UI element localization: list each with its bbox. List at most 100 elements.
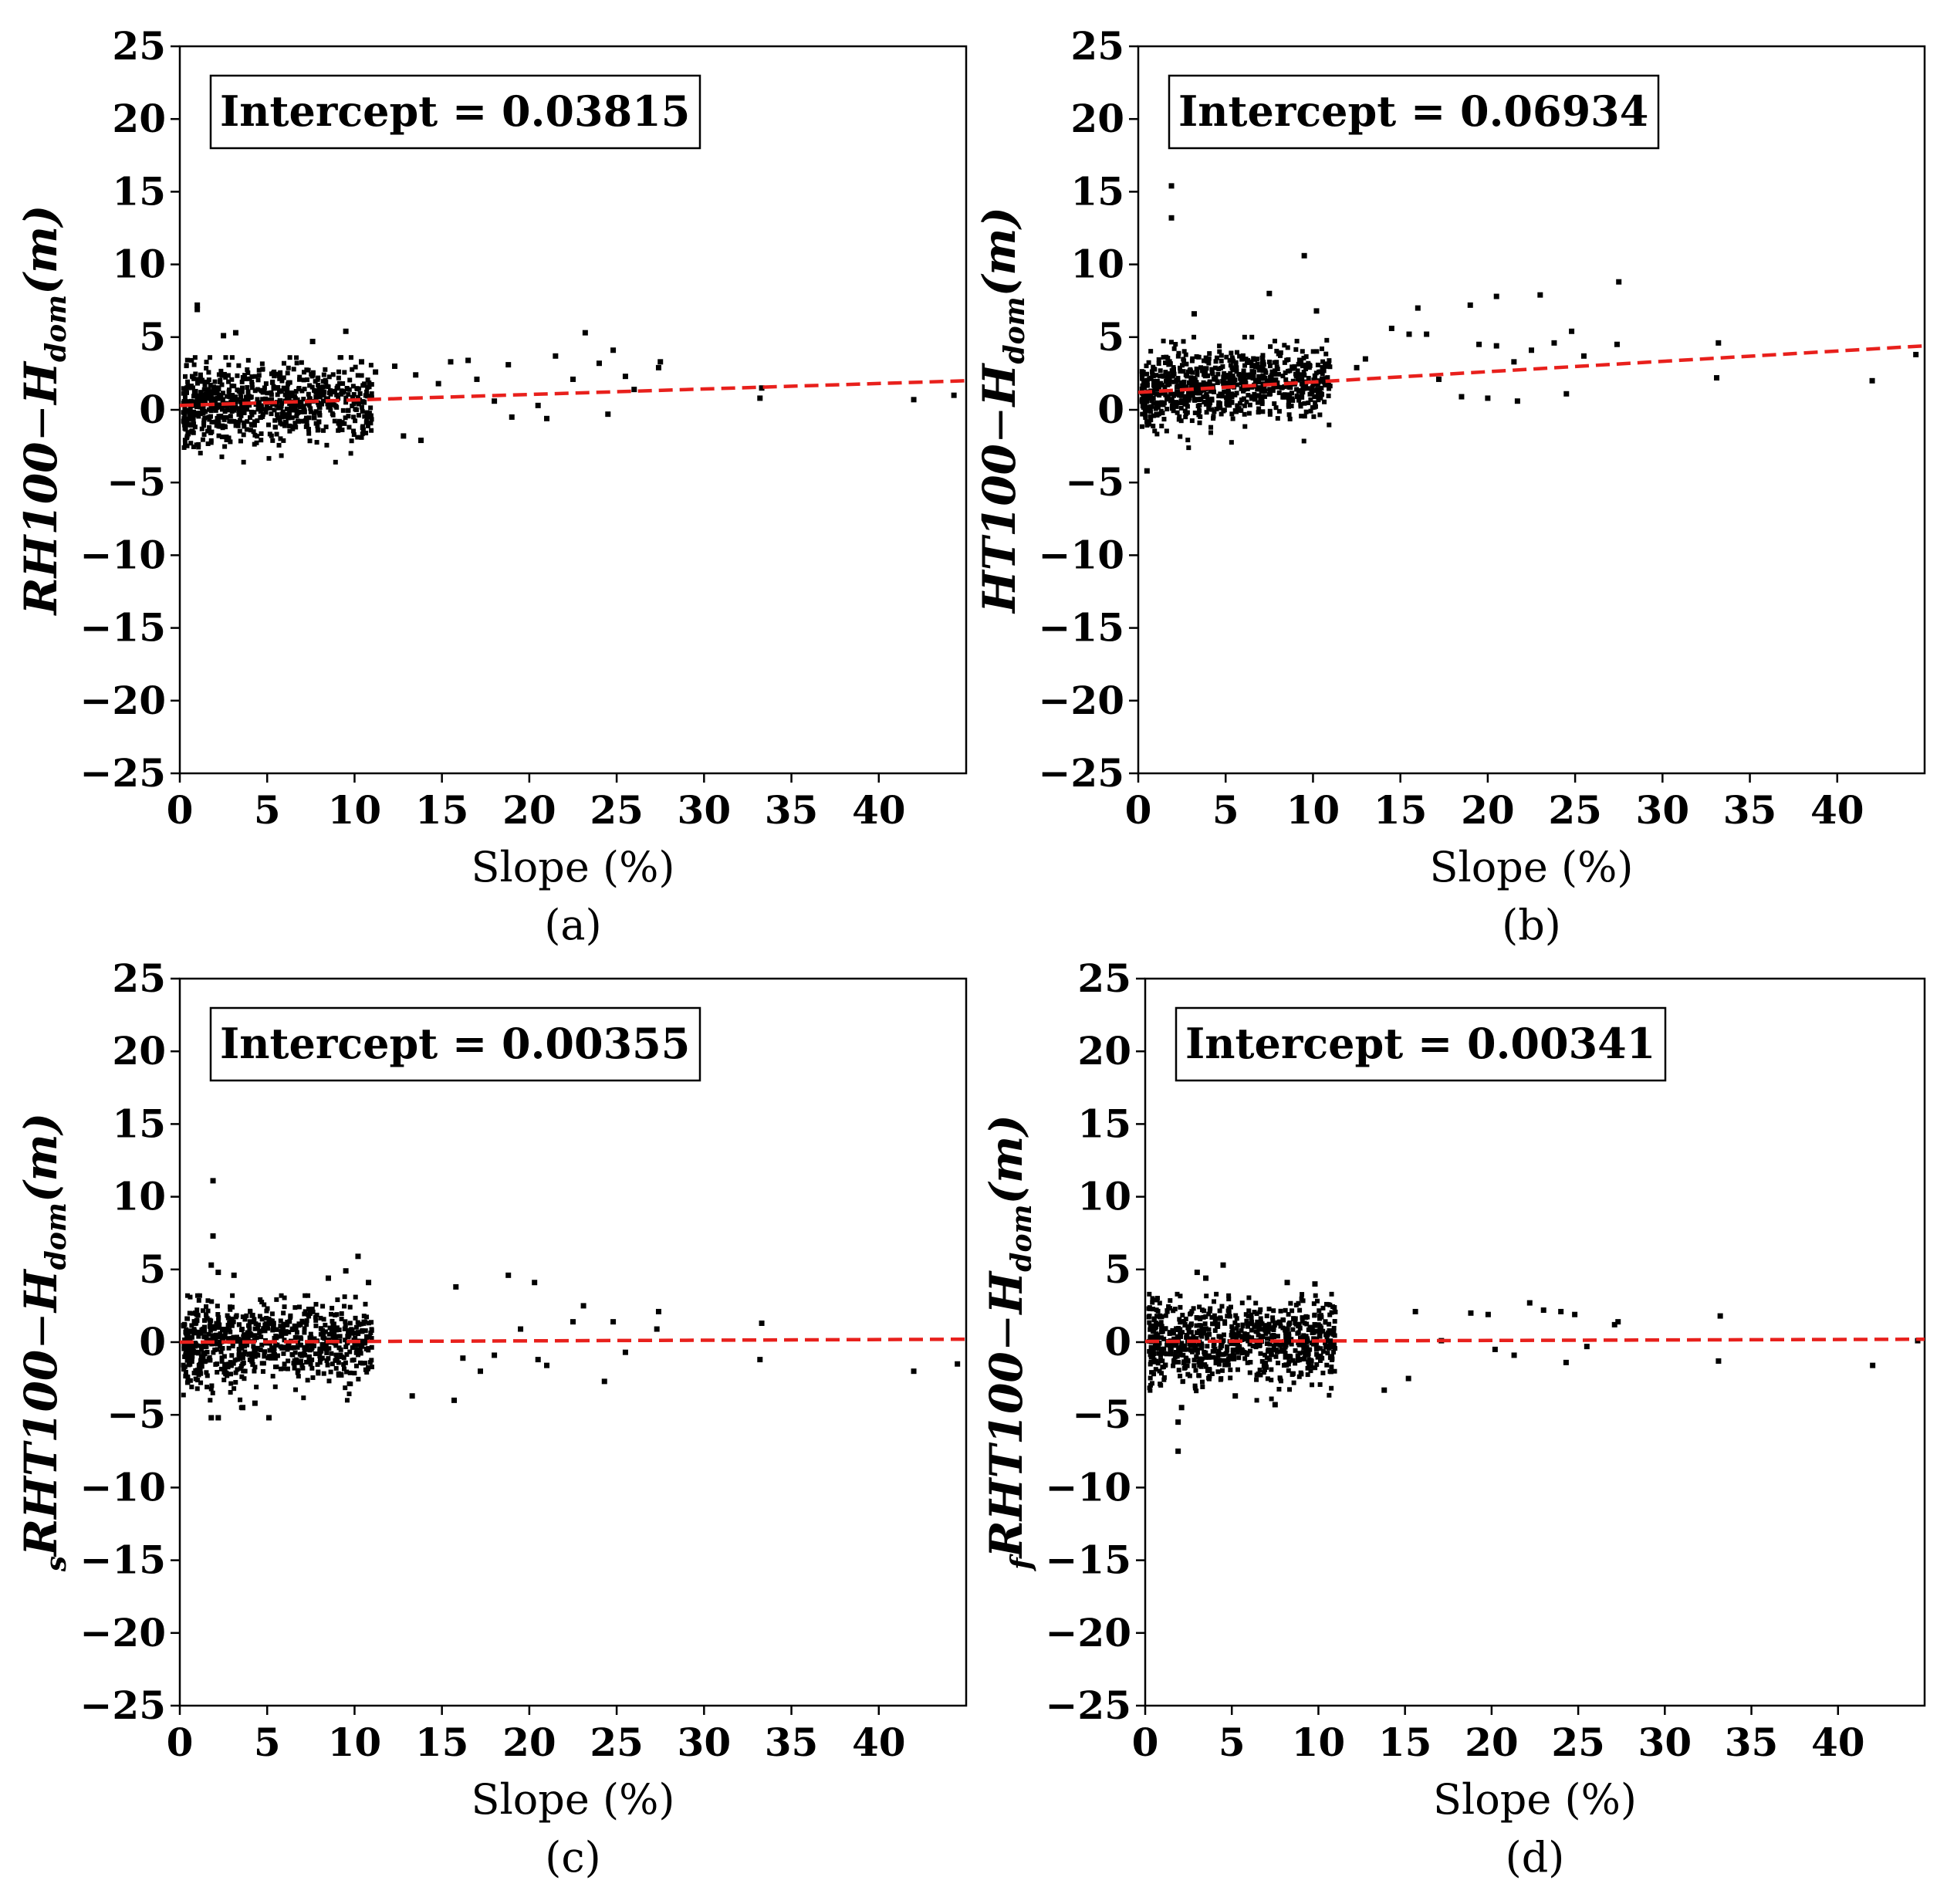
scatter-point [313,394,319,400]
scatter-point [292,394,297,399]
scatter-point [301,397,306,402]
scatter-point [266,1317,272,1322]
panel-label: (b) [1502,901,1561,949]
scatter-point [1197,1304,1202,1310]
scatter-point [1163,379,1168,384]
x-tick-label: 0 [1132,1720,1159,1765]
scatter-point [216,1324,221,1329]
scatter-point [279,411,285,417]
scatter-point [622,1349,628,1355]
scatter-point [1296,1330,1301,1335]
scatter-point [1148,349,1154,354]
scatter-point [1319,376,1324,381]
scatter-point [1300,349,1305,354]
scatter-point [1212,1328,1218,1334]
scatter-point [365,377,370,383]
scatter-point [1154,391,1159,397]
scatter-point [1327,364,1333,370]
y-tick-label: 0 [139,1319,166,1365]
scatter-point [222,1333,228,1338]
scatter-point [1154,378,1160,384]
scatter-point [1319,1325,1324,1331]
x-tick-label: 15 [415,787,469,833]
scatter-point [1290,1371,1296,1376]
scatter-point [1249,1315,1254,1321]
scatter-point [1192,1385,1198,1391]
scatter-point [1301,370,1306,375]
scatter-point [1298,1370,1303,1375]
scatter-point [1327,1338,1333,1344]
scatter-point [622,374,628,380]
scatter-point [1526,1300,1533,1306]
scatter-point [189,1385,194,1390]
scatter-point [1229,394,1235,400]
scatter-point [281,1366,286,1371]
scatter-point [1308,408,1313,414]
scatter-point [295,1344,300,1350]
scatter-point [1246,374,1252,380]
scatter-point [298,1321,303,1327]
x-tick-label: 40 [852,1720,906,1765]
y-tick-label: −15 [80,1537,166,1583]
scatter-point [250,1362,255,1368]
scatter-point [299,388,305,394]
scatter-point [1217,349,1222,354]
scatter-point [1292,364,1297,369]
scatter-point [1168,215,1175,221]
scatter-point [1165,355,1171,360]
scatter-point [223,374,228,380]
scatter-point [1226,1297,1232,1302]
scatter-point [1300,364,1305,369]
scatter-point [1227,357,1232,363]
scatter-point [208,1327,213,1333]
scatter-point [1181,1359,1187,1365]
scatter-point [654,1326,660,1332]
scatter-point [1297,1357,1303,1362]
scatter-point [299,1358,304,1364]
scatter-point [610,1319,617,1325]
scatter-point [401,433,407,439]
scatter-point [265,1326,271,1331]
scatter-point [337,424,343,429]
scatter-point [289,1327,295,1333]
scatter-point [306,415,312,421]
scatter-point [1266,1321,1272,1327]
scatter-point [1273,377,1279,382]
scatter-point [262,1328,268,1334]
scatter-point [229,377,235,382]
scatter-point [1313,394,1319,399]
scatter-point [1160,411,1165,416]
scatter-point [1197,382,1202,387]
scatter-point [272,418,278,423]
scatter-point [326,1331,332,1337]
scatter-point [282,392,288,397]
scatter-point [1302,386,1307,391]
scatter-point [1185,1347,1191,1352]
scatter-point [1146,1314,1151,1320]
scatter-point [1178,1373,1183,1378]
scatter-point [344,386,350,391]
scatter-point [1195,389,1201,394]
scatter-point [1148,414,1153,419]
scatter-point [1279,385,1284,391]
scatter-point [1169,403,1175,408]
scatter-point [1290,378,1296,384]
scatter-point [343,328,349,334]
y-tick-label: 25 [1077,955,1131,1001]
scatter-point [1230,367,1235,373]
scatter-point [1305,1365,1310,1371]
scatter-point [239,1374,245,1379]
scatter-point [201,411,206,416]
scatter-point [261,1361,266,1366]
scatter-point [1286,1359,1292,1365]
scatter-point [299,1363,305,1368]
scatter-point [202,1359,208,1365]
scatter-point [302,418,307,424]
scatter-point [1315,1354,1320,1360]
scatter-point [1153,1325,1158,1331]
scatter-point [1219,411,1224,417]
scatter-point [1196,1373,1202,1378]
scatter-point [253,1321,259,1327]
scatter-point [1228,1367,1233,1372]
scatter-point [1294,387,1300,392]
